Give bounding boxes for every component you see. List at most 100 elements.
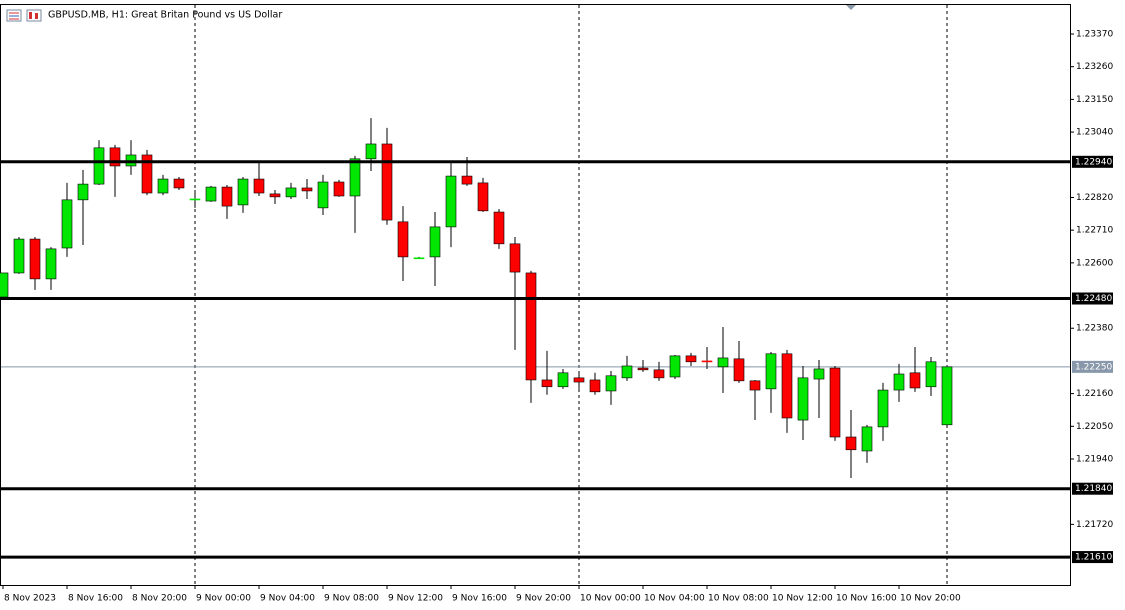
x-tick-label: 10 Nov 12:00 [772,594,833,604]
candle-body [509,243,521,273]
candle-body [781,353,793,419]
candle-body [429,226,441,258]
candle-body [349,158,361,197]
candle-body [669,355,681,378]
icon-bar [29,12,32,19]
y-tick-label: 1.23040 [1076,128,1113,138]
candle-body [109,147,121,167]
last-price-label-box [1072,360,1113,373]
y-tick-label: 1.22050 [1076,422,1113,432]
candle-body [381,143,393,221]
level-label: 1.22940 [1075,157,1112,167]
y-tick-label: 1.22710 [1076,226,1113,236]
x-tick-label: 9 Nov 20:00 [516,594,571,604]
candle-body [285,187,297,198]
candle-body [685,355,697,363]
candle-body [573,377,585,383]
x-tick-label: 10 Nov 16:00 [836,594,897,604]
candle-body [29,238,41,280]
candle-body [877,389,889,428]
candle-body [797,377,809,421]
candle-body [813,368,825,380]
candle-body [413,257,425,260]
candle-body [141,154,153,194]
icon [26,9,42,22]
candle-body [477,182,489,212]
level-label-box [1072,551,1113,564]
y-tick-label: 1.21940 [1076,454,1113,464]
candle-body [525,272,537,381]
candle-body [893,373,905,391]
candle-body [557,372,569,388]
candle-body [365,143,377,160]
x-tick-label: 9 Nov 16:00 [452,594,507,604]
candle-body [861,426,873,452]
x-tick-label: 9 Nov 04:00 [260,594,315,604]
x-tick-label: 9 Nov 00:00 [196,594,251,604]
y-tick-label: 1.23150 [1076,95,1113,105]
candle-body [301,187,313,192]
candle-body [77,183,89,201]
candle-body [653,369,665,379]
candle-body [749,380,761,391]
last-price-label: 1.22250 [1075,362,1112,372]
candle-body [589,379,601,393]
candle-body [621,365,633,379]
candle-body [765,353,777,390]
candle-body [733,358,745,382]
x-tick-label: 10 Nov 20:00 [900,594,961,604]
candle-body [13,238,25,274]
x-tick-label: 9 Nov 12:00 [388,594,443,604]
candle-body [717,357,729,368]
candle-body [45,248,57,280]
candle-body [493,211,505,245]
x-tick-label: 8 Nov 20:00 [132,594,187,604]
level-label-box [1072,155,1113,168]
candle-body [637,367,649,371]
candle-body [941,366,953,426]
y-tick-label: 1.22820 [1076,193,1113,203]
candle-body [189,198,201,201]
candle-body [701,360,713,363]
candle-body [0,272,9,298]
candle-body [157,178,169,194]
candle-body [925,361,937,388]
x-tick-label: 8 Nov 16:00 [68,594,123,604]
y-tick-label: 1.22380 [1076,324,1113,334]
candle-body [829,367,841,438]
candle-body [237,178,249,206]
x-tick-label: 10 Nov 04:00 [644,594,705,604]
shift-marker [846,5,856,10]
level-label: 1.21840 [1075,484,1112,494]
candle-body [93,147,105,185]
y-tick-label: 1.22160 [1076,389,1113,399]
candle-body [269,193,281,198]
x-tick-label: 9 Nov 08:00 [324,594,379,604]
y-tick-label: 1.23260 [1076,62,1113,72]
candle-body [253,178,265,194]
level-label: 1.22480 [1075,294,1112,304]
candle-body [333,181,345,197]
x-tick-label: 10 Nov 08:00 [708,594,769,604]
candle-body [173,178,185,189]
icon-bar [35,13,38,19]
level-label-box [1072,292,1113,305]
candle-body [909,372,921,389]
level-label: 1.21610 [1075,553,1112,563]
level-label-box [1072,482,1113,495]
header-icons [6,9,42,22]
y-tick-label: 1.21720 [1076,520,1113,530]
candle-body [205,186,217,202]
x-tick-label: 8 Nov 2023 [4,594,56,604]
y-tick-label: 1.22600 [1076,258,1113,268]
chart-title: GBPUSD.MB, H1: Great Britan Pound vs US … [48,10,282,21]
candle-body [445,175,457,228]
candle-body [317,181,329,209]
candle-body [605,375,617,392]
candle-body [61,199,73,249]
y-tick-label: 1.23370 [1076,30,1113,40]
candle-body [461,175,473,185]
candle-body [541,379,553,388]
